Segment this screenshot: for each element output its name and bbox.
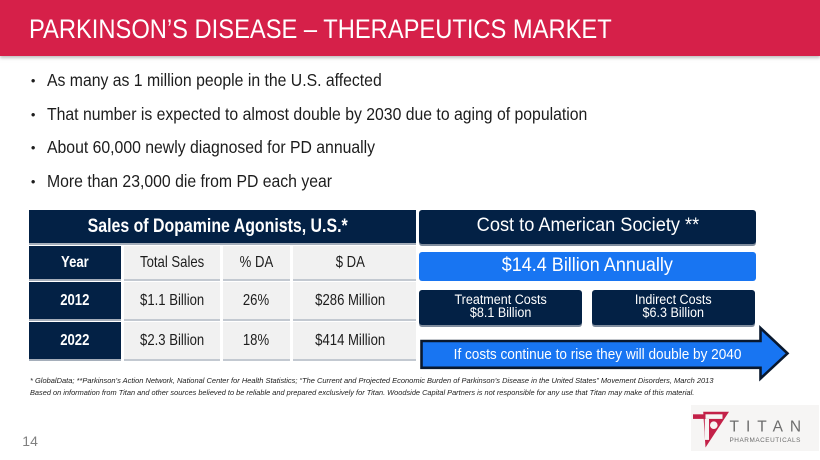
svg-text:TITAN: TITAN <box>730 419 809 436</box>
svg-text:PHARMACEUTICALS: PHARMACEUTICALS <box>730 437 801 444</box>
